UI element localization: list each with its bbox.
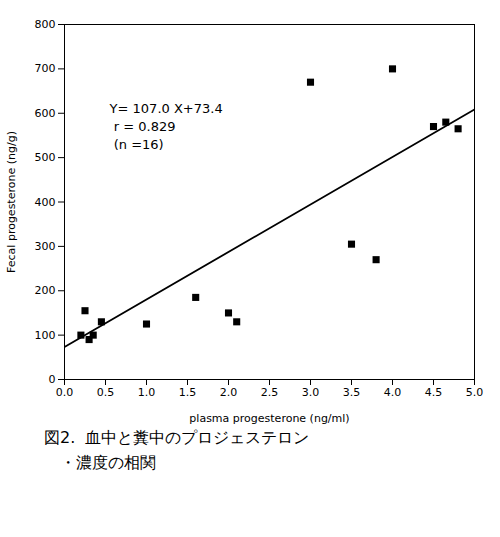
svg-text:600: 600 [35, 107, 56, 120]
svg-text:2.0: 2.0 [220, 386, 238, 399]
svg-text:4.0: 4.0 [384, 386, 402, 399]
svg-text:Fecal progesterone (ng/g): Fecal progesterone (ng/g) [5, 131, 18, 273]
svg-text:400: 400 [35, 196, 56, 209]
svg-text:Y= 107.0 X+73.4 r = 0.829 (n =: Y= 107.0 X+73.4 r = 0.829 (n =16) [109, 101, 223, 152]
svg-text:3.0: 3.0 [302, 386, 320, 399]
svg-text:0.0: 0.0 [56, 386, 74, 399]
html-text:図2. 血中と糞中のプロジェステロン: 図2. 血中と糞中のプロジェステロン [44, 428, 310, 447]
svg-text:2.5: 2.5 [261, 386, 279, 399]
svg-text:700: 700 [35, 62, 56, 75]
svg-text:5.0: 5.0 [466, 386, 484, 399]
svg-text:500: 500 [35, 151, 56, 164]
svg-text:0: 0 [49, 373, 56, 386]
svg-text:0.5: 0.5 [97, 386, 115, 399]
svg-text:800: 800 [35, 18, 56, 31]
svg-text:1.0: 1.0 [138, 386, 156, 399]
svg-text:3.5: 3.5 [343, 386, 361, 399]
svg-text:100: 100 [35, 329, 56, 342]
svg-text:4.5: 4.5 [425, 386, 443, 399]
svg-text:1.5: 1.5 [179, 386, 197, 399]
svg-text:200: 200 [35, 284, 56, 297]
svg-text:300: 300 [35, 240, 56, 253]
svg-text:plasma progesterone (ng/ml): plasma progesterone (ng/ml) [189, 412, 349, 425]
html-text:・濃度の相関: ・濃度の相関 [44, 453, 156, 472]
